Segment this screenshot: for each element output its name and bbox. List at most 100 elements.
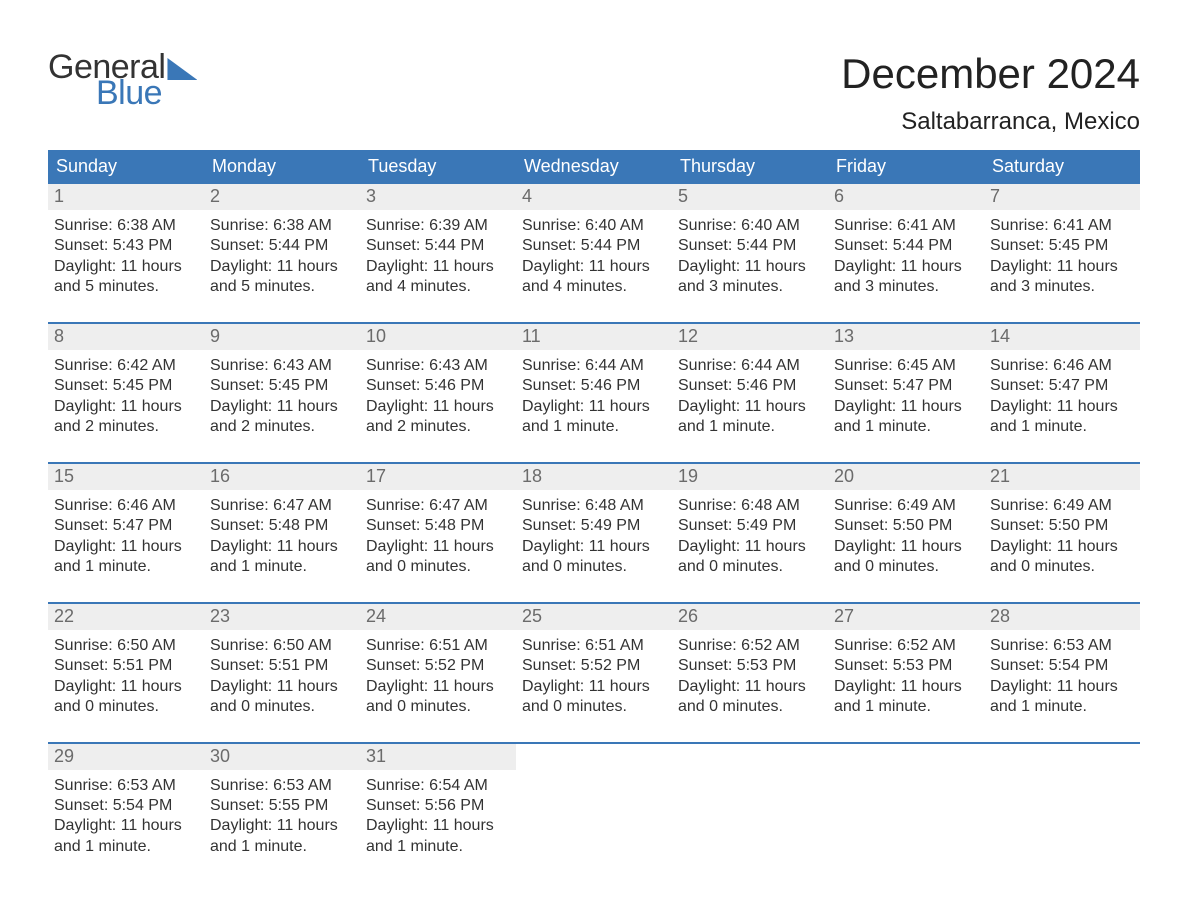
day-cell: 11Sunrise: 6:44 AMSunset: 5:46 PMDayligh… — [516, 324, 672, 442]
day-sunset: Sunset: 5:47 PM — [834, 376, 978, 396]
day-number: 13 — [828, 324, 984, 350]
week-row: 22Sunrise: 6:50 AMSunset: 5:51 PMDayligh… — [48, 602, 1140, 722]
day-dl2: and 5 minutes. — [54, 277, 198, 297]
day-body: Sunrise: 6:53 AMSunset: 5:54 PMDaylight:… — [984, 630, 1140, 722]
day-sunset: Sunset: 5:44 PM — [522, 236, 666, 256]
day-sunrise: Sunrise: 6:49 AM — [990, 496, 1134, 516]
day-dl2: and 2 minutes. — [210, 417, 354, 437]
day-dl1: Daylight: 11 hours — [210, 537, 354, 557]
day-number: 12 — [672, 324, 828, 350]
day-cell: 26Sunrise: 6:52 AMSunset: 5:53 PMDayligh… — [672, 604, 828, 722]
day-sunset: Sunset: 5:56 PM — [366, 796, 510, 816]
day-sunset: Sunset: 5:44 PM — [834, 236, 978, 256]
day-number: 8 — [48, 324, 204, 350]
day-cell: 3Sunrise: 6:39 AMSunset: 5:44 PMDaylight… — [360, 184, 516, 302]
day-number: 17 — [360, 464, 516, 490]
day-cell: 29Sunrise: 6:53 AMSunset: 5:54 PMDayligh… — [48, 744, 204, 862]
day-dl2: and 5 minutes. — [210, 277, 354, 297]
day-sunset: Sunset: 5:53 PM — [678, 656, 822, 676]
day-dl2: and 0 minutes. — [678, 697, 822, 717]
day-dl2: and 4 minutes. — [366, 277, 510, 297]
day-sunset: Sunset: 5:48 PM — [210, 516, 354, 536]
day-header-thursday: Thursday — [672, 150, 828, 184]
day-cell: 2Sunrise: 6:38 AMSunset: 5:44 PMDaylight… — [204, 184, 360, 302]
day-body: Sunrise: 6:50 AMSunset: 5:51 PMDaylight:… — [48, 630, 204, 722]
day-cell: 15Sunrise: 6:46 AMSunset: 5:47 PMDayligh… — [48, 464, 204, 582]
day-cell: 30Sunrise: 6:53 AMSunset: 5:55 PMDayligh… — [204, 744, 360, 862]
day-body: Sunrise: 6:47 AMSunset: 5:48 PMDaylight:… — [360, 490, 516, 582]
day-number: 28 — [984, 604, 1140, 630]
day-sunset: Sunset: 5:45 PM — [990, 236, 1134, 256]
day-dl1: Daylight: 11 hours — [678, 397, 822, 417]
day-sunrise: Sunrise: 6:50 AM — [54, 636, 198, 656]
day-sunrise: Sunrise: 6:41 AM — [990, 216, 1134, 236]
day-dl1: Daylight: 11 hours — [522, 677, 666, 697]
day-dl2: and 1 minute. — [210, 557, 354, 577]
day-body: Sunrise: 6:54 AMSunset: 5:56 PMDaylight:… — [360, 770, 516, 862]
day-dl2: and 1 minute. — [834, 697, 978, 717]
day-sunrise: Sunrise: 6:46 AM — [54, 496, 198, 516]
day-sunrise: Sunrise: 6:38 AM — [54, 216, 198, 236]
day-body: Sunrise: 6:44 AMSunset: 5:46 PMDaylight:… — [672, 350, 828, 442]
day-body: Sunrise: 6:46 AMSunset: 5:47 PMDaylight:… — [984, 350, 1140, 442]
day-dl1: Daylight: 11 hours — [54, 537, 198, 557]
day-body: Sunrise: 6:50 AMSunset: 5:51 PMDaylight:… — [204, 630, 360, 722]
day-sunrise: Sunrise: 6:53 AM — [990, 636, 1134, 656]
day-number: 4 — [516, 184, 672, 210]
day-dl1: Daylight: 11 hours — [210, 677, 354, 697]
day-dl2: and 0 minutes. — [522, 697, 666, 717]
day-dl1: Daylight: 11 hours — [54, 816, 198, 836]
day-dl2: and 1 minute. — [990, 417, 1134, 437]
day-body: Sunrise: 6:41 AMSunset: 5:44 PMDaylight:… — [828, 210, 984, 302]
day-dl2: and 1 minute. — [522, 417, 666, 437]
day-body: Sunrise: 6:49 AMSunset: 5:50 PMDaylight:… — [828, 490, 984, 582]
day-body: Sunrise: 6:49 AMSunset: 5:50 PMDaylight:… — [984, 490, 1140, 582]
day-dl1: Daylight: 11 hours — [366, 537, 510, 557]
day-body: Sunrise: 6:52 AMSunset: 5:53 PMDaylight:… — [828, 630, 984, 722]
day-number: 22 — [48, 604, 204, 630]
day-dl1: Daylight: 11 hours — [990, 677, 1134, 697]
day-dl2: and 0 minutes. — [366, 697, 510, 717]
day-cell: 8Sunrise: 6:42 AMSunset: 5:45 PMDaylight… — [48, 324, 204, 442]
day-body: Sunrise: 6:39 AMSunset: 5:44 PMDaylight:… — [360, 210, 516, 302]
day-dl1: Daylight: 11 hours — [54, 397, 198, 417]
day-cell: 17Sunrise: 6:47 AMSunset: 5:48 PMDayligh… — [360, 464, 516, 582]
day-sunset: Sunset: 5:45 PM — [210, 376, 354, 396]
day-dl2: and 2 minutes. — [366, 417, 510, 437]
day-body: Sunrise: 6:41 AMSunset: 5:45 PMDaylight:… — [984, 210, 1140, 302]
day-number: 7 — [984, 184, 1140, 210]
day-dl2: and 1 minute. — [834, 417, 978, 437]
day-sunrise: Sunrise: 6:51 AM — [366, 636, 510, 656]
day-dl2: and 1 minute. — [366, 837, 510, 857]
day-dl1: Daylight: 11 hours — [834, 257, 978, 277]
day-cell — [984, 744, 1140, 862]
day-dl1: Daylight: 11 hours — [522, 397, 666, 417]
day-sunrise: Sunrise: 6:47 AM — [366, 496, 510, 516]
day-cell: 20Sunrise: 6:49 AMSunset: 5:50 PMDayligh… — [828, 464, 984, 582]
day-dl2: and 1 minute. — [678, 417, 822, 437]
day-header-tuesday: Tuesday — [360, 150, 516, 184]
day-body: Sunrise: 6:40 AMSunset: 5:44 PMDaylight:… — [672, 210, 828, 302]
day-header-saturday: Saturday — [984, 150, 1140, 184]
day-sunrise: Sunrise: 6:38 AM — [210, 216, 354, 236]
day-cell: 7Sunrise: 6:41 AMSunset: 5:45 PMDaylight… — [984, 184, 1140, 302]
day-dl1: Daylight: 11 hours — [990, 537, 1134, 557]
day-body: Sunrise: 6:51 AMSunset: 5:52 PMDaylight:… — [360, 630, 516, 722]
day-dl2: and 0 minutes. — [210, 697, 354, 717]
day-body: Sunrise: 6:46 AMSunset: 5:47 PMDaylight:… — [48, 490, 204, 582]
brand-word-2: Blue — [96, 76, 197, 110]
day-dl1: Daylight: 11 hours — [210, 816, 354, 836]
day-cell: 12Sunrise: 6:44 AMSunset: 5:46 PMDayligh… — [672, 324, 828, 442]
day-dl1: Daylight: 11 hours — [990, 257, 1134, 277]
day-number: 10 — [360, 324, 516, 350]
day-header-row: Sunday Monday Tuesday Wednesday Thursday… — [48, 150, 1140, 184]
day-sunset: Sunset: 5:47 PM — [990, 376, 1134, 396]
day-sunrise: Sunrise: 6:53 AM — [210, 776, 354, 796]
day-dl1: Daylight: 11 hours — [54, 677, 198, 697]
day-sunrise: Sunrise: 6:43 AM — [210, 356, 354, 376]
day-body: Sunrise: 6:47 AMSunset: 5:48 PMDaylight:… — [204, 490, 360, 582]
day-dl2: and 0 minutes. — [366, 557, 510, 577]
day-dl2: and 3 minutes. — [678, 277, 822, 297]
day-sunset: Sunset: 5:49 PM — [522, 516, 666, 536]
day-sunrise: Sunrise: 6:39 AM — [366, 216, 510, 236]
